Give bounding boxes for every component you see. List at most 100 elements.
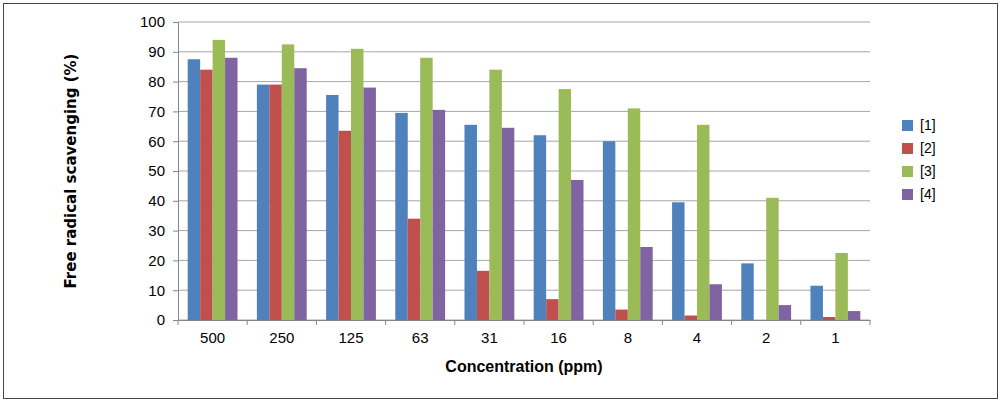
legend-swatch: [902, 189, 913, 200]
y-tick-label: 70: [148, 103, 165, 120]
x-axis: 500 250 125 63 31 16 8 4 2 1: [178, 320, 871, 346]
bar: [640, 247, 652, 320]
bar: [546, 299, 558, 320]
x-tick-label: 16: [550, 329, 567, 346]
y-tick-mark: [173, 52, 178, 53]
grid-line: [178, 22, 870, 23]
x-tick-label: 500: [200, 329, 225, 346]
chart-frame: [4, 4, 998, 399]
x-tick: 250: [269, 320, 294, 346]
y-tick: 60: [148, 133, 178, 150]
bar: [339, 131, 351, 320]
grid-line: [178, 81, 870, 82]
x-tick: 16: [550, 320, 567, 346]
bar: [628, 108, 640, 320]
x-separator: [800, 320, 801, 325]
legend-label: [2]: [920, 140, 936, 156]
y-tick: 40: [148, 192, 178, 209]
legend-label: [3]: [920, 163, 936, 179]
legend-item: [1]: [902, 117, 936, 133]
y-tick-mark: [173, 201, 178, 202]
legend-item: [3]: [902, 163, 936, 179]
bar: [571, 180, 583, 320]
x-tick: 125: [338, 320, 363, 346]
x-tick: 4: [693, 320, 701, 346]
x-tick-label: 31: [481, 329, 498, 346]
y-axis-title: Free radical scavenging (%): [62, 54, 80, 289]
bar: [269, 85, 281, 320]
y-tick-label: 40: [148, 192, 165, 209]
bar: [603, 141, 615, 320]
y-tick: 0: [157, 311, 178, 328]
series: [225, 58, 860, 320]
legend-item: [2]: [902, 140, 936, 156]
legend-label: [1]: [920, 117, 936, 133]
chart: 0102030405060708090100500250125633116842…: [0, 0, 1001, 402]
x-tick-label: 125: [338, 329, 363, 346]
legend-label: [4]: [920, 186, 936, 202]
y-tick: 30: [148, 222, 178, 239]
y-tick: 70: [148, 103, 178, 120]
x-tick: 500: [200, 320, 225, 346]
y-tick-label: 0: [157, 311, 165, 328]
y-tick-label: 30: [148, 222, 165, 239]
bar: [766, 198, 778, 320]
bar: [835, 253, 847, 320]
y-tick-mark: [173, 171, 178, 172]
x-separator: [316, 320, 317, 325]
bar: [200, 70, 212, 320]
bar: [502, 128, 514, 320]
y-tick-mark: [173, 22, 178, 23]
bar: [282, 44, 294, 320]
y-tick: 50: [148, 162, 178, 179]
bar: [615, 310, 627, 320]
y-tick: 10: [148, 282, 178, 299]
y-tick-label: 90: [148, 43, 165, 60]
x-tick-label: 250: [269, 329, 294, 346]
series: [213, 40, 848, 320]
bar: [294, 68, 306, 320]
x-tick: 8: [624, 320, 632, 346]
y-tick-label: 60: [148, 133, 165, 150]
bar: [257, 85, 269, 320]
x-tick: 1: [831, 320, 839, 346]
x-axis-title: Concentration (ppm): [445, 358, 602, 375]
x-tick-label: 8: [624, 329, 632, 346]
bar: [489, 70, 501, 320]
bar: [188, 59, 200, 320]
bar: [225, 58, 237, 320]
y-tick-label: 80: [148, 73, 165, 90]
x-tick: 31: [481, 320, 498, 346]
y-tick-label: 50: [148, 162, 165, 179]
legend: [1] [2] [3] [4]: [902, 117, 936, 202]
bar: [351, 49, 363, 320]
bar: [477, 271, 489, 320]
y-tick-mark: [173, 320, 178, 321]
bar: [433, 110, 445, 320]
y-tick: 90: [148, 43, 178, 60]
bar: [672, 202, 684, 320]
bar: [697, 125, 709, 320]
legend-swatch: [902, 143, 913, 154]
bar: [534, 135, 546, 320]
y-tick: 80: [148, 73, 178, 90]
x-separator: [593, 320, 594, 325]
bar: [685, 316, 697, 320]
x-tick-label: 4: [693, 329, 701, 346]
bar: [395, 113, 407, 320]
y-tick-mark: [173, 231, 178, 232]
grid: [178, 22, 870, 320]
x-separator: [662, 320, 663, 325]
bar: [823, 317, 835, 320]
y-tick-mark: [173, 82, 178, 83]
x-tick-label: 63: [412, 329, 429, 346]
x-separator: [385, 320, 386, 325]
bar: [741, 263, 753, 320]
x-separator: [524, 320, 525, 325]
x-tick: 63: [412, 320, 429, 346]
x-separator: [247, 320, 248, 325]
x-tick-label: 1: [831, 329, 839, 346]
x-tick-label: 2: [762, 329, 770, 346]
bar: [848, 311, 860, 320]
bar: [408, 219, 420, 320]
